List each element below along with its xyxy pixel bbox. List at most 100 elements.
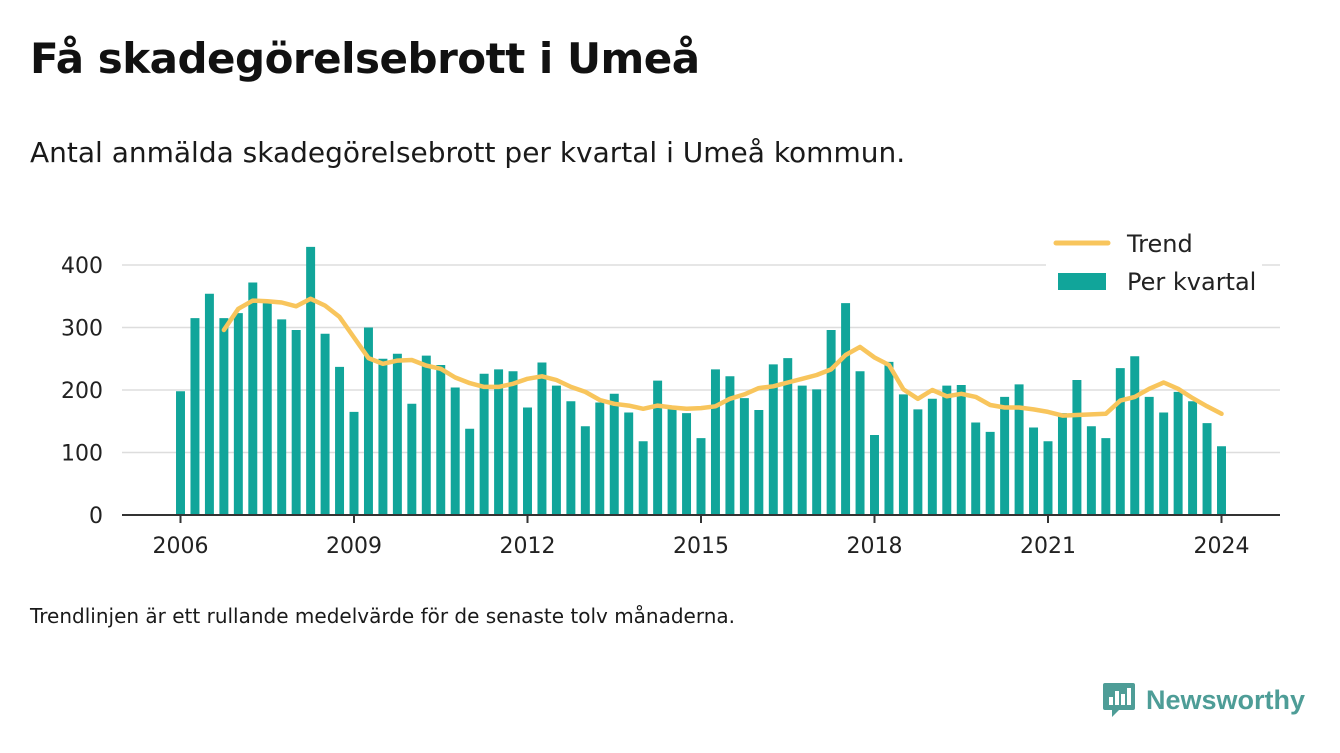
bar-q48 bbox=[855, 371, 865, 515]
bar-q51 bbox=[898, 394, 908, 515]
footnote: Trendlinjen är ett rullande medelvärde f… bbox=[30, 604, 736, 628]
bar-q55 bbox=[956, 385, 966, 515]
legend-swatch-per-kvartal bbox=[1058, 273, 1106, 290]
bar-q23 bbox=[494, 369, 504, 515]
bar-q42 bbox=[768, 364, 778, 515]
bar-q38 bbox=[710, 369, 720, 515]
bar-q65 bbox=[1101, 438, 1111, 515]
bar-q72 bbox=[1202, 423, 1212, 515]
bar-q67 bbox=[1130, 356, 1140, 515]
bar-q25 bbox=[523, 407, 532, 515]
newsworthy-logo-icon bbox=[1103, 683, 1135, 717]
x-tick-label-2018: 2018 bbox=[847, 534, 903, 559]
bar-q61 bbox=[1043, 441, 1053, 515]
legend-label-per-kvartal: Per kvartal bbox=[1127, 268, 1256, 296]
x-tick-label-2006: 2006 bbox=[153, 534, 209, 559]
bar-q39 bbox=[725, 376, 735, 515]
brand-logo: Newsworthy bbox=[1102, 681, 1305, 719]
y-tick-label-300: 300 bbox=[61, 317, 103, 342]
bar-q62 bbox=[1057, 413, 1067, 515]
bar-q68 bbox=[1144, 396, 1154, 515]
legend: Trend Per kvartal bbox=[1046, 226, 1262, 302]
bar-q59 bbox=[1014, 384, 1024, 515]
bar-q26 bbox=[537, 362, 547, 515]
y-tick-label-0: 0 bbox=[89, 504, 103, 529]
bar-q21 bbox=[465, 428, 475, 515]
bar-q54 bbox=[942, 385, 952, 515]
bar-q6 bbox=[248, 282, 258, 515]
bar-q17 bbox=[407, 403, 417, 515]
bar-q18 bbox=[421, 355, 431, 515]
bar-q50 bbox=[884, 361, 894, 515]
bar-q69 bbox=[1159, 412, 1169, 515]
x-axis-ticks: 2006 2009 2012 2015 2018 2021 2024 bbox=[153, 515, 1250, 559]
x-tick-label-2021: 2021 bbox=[1020, 534, 1076, 559]
bar-q64 bbox=[1086, 426, 1096, 515]
brand-name: Newsworthy bbox=[1146, 684, 1306, 715]
bar-q30 bbox=[595, 402, 605, 515]
bar-q11 bbox=[320, 333, 330, 515]
legend-label-trend: Trend bbox=[1126, 230, 1193, 258]
y-tick-label-100: 100 bbox=[61, 442, 103, 467]
bar-q41 bbox=[754, 410, 764, 515]
bar-q12 bbox=[335, 366, 345, 515]
bar-series bbox=[176, 246, 1226, 515]
bar-q49 bbox=[870, 435, 879, 515]
y-tick-label-200: 200 bbox=[61, 379, 103, 404]
bar-q43 bbox=[783, 358, 793, 515]
bar-q7 bbox=[262, 303, 272, 515]
bar-q70 bbox=[1173, 391, 1183, 515]
chart-area: 2006 2009 2012 2015 2018 2021 2024 0 100 200 300 4… bbox=[61, 226, 1280, 559]
bar-q5 bbox=[233, 313, 243, 515]
bar-q22 bbox=[479, 373, 489, 515]
bar-q37 bbox=[696, 438, 706, 515]
bar-q71 bbox=[1188, 401, 1198, 515]
y-tick-label-400: 400 bbox=[61, 254, 103, 279]
bar-q33 bbox=[638, 441, 648, 515]
x-tick-label-2024: 2024 bbox=[1194, 534, 1250, 559]
bar-q14 bbox=[363, 327, 373, 515]
bar-q58 bbox=[1000, 396, 1010, 515]
bar-q53 bbox=[927, 398, 937, 515]
bar-q8 bbox=[277, 319, 287, 515]
bar-q16 bbox=[392, 353, 402, 515]
bar-q4 bbox=[219, 318, 229, 515]
bar-q24 bbox=[508, 371, 518, 515]
bar-q15 bbox=[378, 358, 388, 515]
bar-q9 bbox=[291, 330, 301, 515]
bar-q40 bbox=[739, 398, 749, 515]
bar-q20 bbox=[450, 387, 460, 515]
chart-subtitle: Antal anmälda skadegörelsebrott per kvar… bbox=[30, 136, 906, 169]
bar-q34 bbox=[653, 380, 663, 515]
bar-q28 bbox=[566, 401, 576, 515]
bar-q3 bbox=[204, 293, 214, 515]
trend-line bbox=[221, 296, 1224, 418]
bar-q73 bbox=[1217, 446, 1226, 515]
bar-q13 bbox=[349, 411, 359, 515]
bar-q52 bbox=[913, 409, 923, 515]
bar-q44 bbox=[797, 385, 807, 515]
bar-q60 bbox=[1029, 427, 1039, 515]
x-tick-label-2012: 2012 bbox=[500, 534, 556, 559]
bar-q19 bbox=[436, 365, 446, 515]
bar-q31 bbox=[609, 393, 619, 515]
bar-q29 bbox=[580, 426, 590, 515]
bar-q66 bbox=[1115, 368, 1125, 515]
bar-q27 bbox=[551, 385, 561, 515]
bar-q63 bbox=[1072, 380, 1082, 515]
bar-q1 bbox=[176, 391, 185, 515]
y-axis-ticks: 0 100 200 300 400 bbox=[61, 254, 103, 529]
x-tick-label-2009: 2009 bbox=[326, 534, 382, 559]
chart-title: Få skadegörelsebrott i Umeå bbox=[30, 34, 700, 83]
bar-q45 bbox=[812, 389, 822, 515]
bar-q36 bbox=[682, 413, 692, 515]
bar-q46 bbox=[826, 330, 836, 515]
bar-q35 bbox=[667, 407, 677, 515]
bar-q32 bbox=[624, 412, 634, 515]
bar-q57 bbox=[985, 431, 995, 515]
bar-q10 bbox=[306, 246, 316, 515]
bar-q2 bbox=[190, 318, 200, 515]
x-tick-label-2015: 2015 bbox=[673, 534, 729, 559]
bar-q56 bbox=[971, 422, 981, 515]
bar-q47 bbox=[841, 303, 851, 515]
